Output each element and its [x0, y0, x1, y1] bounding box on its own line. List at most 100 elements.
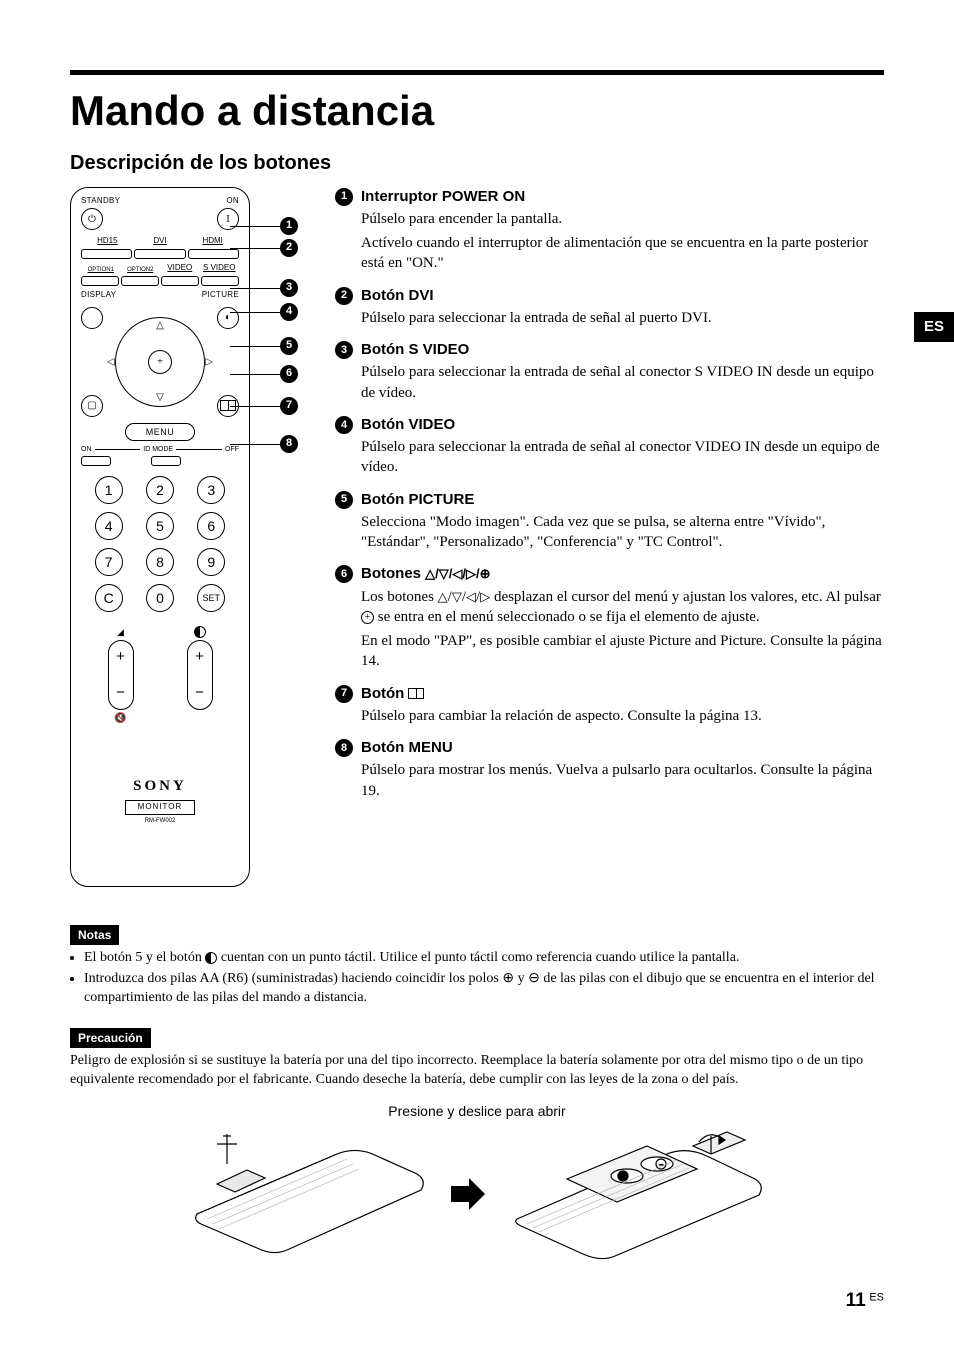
- description-item: 1Interruptor POWER ONPúlselo para encend…: [335, 187, 884, 278]
- hd15-label: HD15: [81, 236, 134, 247]
- notes-tag: Notas: [70, 925, 119, 945]
- description-number: 7: [335, 685, 353, 703]
- description-number: 1: [335, 188, 353, 206]
- description-number: 3: [335, 341, 353, 359]
- description-title: Botón VIDEO: [361, 415, 884, 435]
- description-item: 2 Botón DVIPúlselo para seleccionar la en…: [335, 286, 884, 333]
- description-number: 6: [335, 565, 353, 583]
- svideo-label: S VIDEO: [200, 263, 240, 274]
- enter-icon: +: [361, 611, 374, 624]
- right-arrow-icon: ▷: [205, 355, 213, 369]
- callout-leader: [230, 374, 280, 375]
- description-text: En el modo "PAP", es posible cambiar el …: [361, 631, 884, 672]
- vol-icon: ◢: [117, 626, 124, 638]
- up-arrow-icon: △: [156, 319, 164, 333]
- num-8: 8: [146, 548, 174, 576]
- num-set: SET: [197, 584, 225, 612]
- callout-leader: [230, 226, 280, 227]
- num-7: 7: [95, 548, 123, 576]
- description-item: 6Botones △/▽/◁/▷/⊕Los botones △/▽/◁/▷ de…: [335, 564, 884, 675]
- video-label: VIDEO: [160, 263, 200, 274]
- arrow-right-icon: [447, 1174, 487, 1214]
- description-body: Botón PICTURESelecciona "Modo imagen". C…: [361, 490, 884, 557]
- description-number: 2: [335, 287, 353, 305]
- callout-leader: [230, 346, 280, 347]
- description-number: 8: [335, 739, 353, 757]
- idmode-on-label: ON: [81, 445, 92, 454]
- idmode-row: ON ID MODE OFF: [81, 445, 239, 454]
- idmode-label: ID MODE: [143, 445, 173, 454]
- callout-leader: [230, 288, 280, 289]
- rocker-row: ◢ +− 🔇 +−: [81, 626, 239, 726]
- language-tab: ES: [914, 312, 954, 342]
- description-title: Botón PICTURE: [361, 490, 884, 510]
- callout-bubble: 5: [280, 337, 298, 355]
- contrast-icon: [194, 626, 206, 638]
- dpad: △ ▽ ◁ ▷ ◐ ▢: [81, 307, 239, 417]
- note-item: El botón 5 y el botón cuentan con un pun…: [84, 949, 884, 968]
- svg-text:−: −: [659, 1162, 663, 1169]
- enter-button: [148, 350, 172, 374]
- callout-bubble: 7: [280, 397, 298, 415]
- description-body: Botón MENUPúlselo para mostrar los menús…: [361, 738, 884, 805]
- callout-bubble: 1: [280, 217, 298, 235]
- option2-label: OPTION2: [121, 266, 161, 274]
- hdmi-label: HDMI: [186, 236, 239, 247]
- main-row: STANDBY ON ⏻ I HD15 DVI HDMI OPTION1 OPT…: [70, 187, 884, 907]
- section-rule: [70, 70, 884, 75]
- standby-button: ⏻: [81, 208, 103, 230]
- callout-bubble: 6: [280, 365, 298, 383]
- standby-label: STANDBY: [81, 196, 120, 207]
- description-item: 4Botón VIDEOPúlselo para seleccionar la …: [335, 415, 884, 482]
- num-5: 5: [146, 512, 174, 540]
- picture-button: ◐: [217, 307, 239, 329]
- caution-tag: Precaución: [70, 1028, 151, 1048]
- note-text: cuentan con un punto táctil. Utilice el …: [221, 950, 740, 965]
- notes-list: El botón 5 y el botón cuentan con un pun…: [70, 949, 884, 1008]
- page-lang-suffix: ES: [869, 1292, 884, 1304]
- description-item: 3 Botón S VIDEOPúlselo para seleccionar l…: [335, 340, 884, 407]
- page-title: Mando a distancia: [70, 83, 884, 140]
- remote-diagram: STANDBY ON ⏻ I HD15 DVI HDMI OPTION1 OPT…: [70, 187, 305, 907]
- down-arrow-icon: ▽: [156, 391, 164, 405]
- picture-label: PICTURE: [202, 290, 239, 301]
- description-item: 5 Botón PICTURESelecciona "Modo imagen". …: [335, 490, 884, 557]
- svg-text:+: +: [621, 1174, 625, 1181]
- input-buttons-row2: [81, 276, 239, 286]
- remote-column: STANDBY ON ⏻ I HD15 DVI HDMI OPTION1 OPT…: [70, 187, 305, 907]
- description-text: Púlselo para seleccionar la entrada de s…: [361, 437, 884, 478]
- menu-button: MENU: [125, 423, 195, 441]
- description-body: Botón S VIDEOPúlselo para seleccionar la…: [361, 340, 884, 407]
- descriptions-column: 1Interruptor POWER ONPúlselo para encend…: [335, 187, 884, 813]
- callout-bubble: 2: [280, 239, 298, 257]
- callout-leader: [230, 444, 280, 445]
- page-number-value: 11: [846, 1290, 866, 1311]
- description-title: Botón DVI: [361, 286, 884, 306]
- monitor-box: MONITOR: [125, 800, 195, 815]
- remote-closed-illustration: [177, 1124, 437, 1264]
- description-body: Botón DVIPúlselo para seleccionar la ent…: [361, 286, 884, 333]
- description-body: Botón Púlselo para cambiar la relación d…: [361, 684, 884, 731]
- power-on-button: I: [217, 208, 239, 230]
- on-label: ON: [226, 196, 239, 207]
- remote-open-illustration: + −: [497, 1124, 777, 1264]
- battery-caption: Presione y deslice para abrir: [70, 1102, 884, 1121]
- num-6: 6: [197, 512, 225, 540]
- model-label: RM-FW002: [81, 817, 239, 825]
- dvi-label: DVI: [134, 236, 187, 247]
- num-2: 2: [146, 476, 174, 504]
- description-title: Interruptor POWER ON: [361, 187, 884, 207]
- contrast-icon: [205, 952, 217, 964]
- note-text: Introduzca dos pilas AA (R6) (suministra…: [84, 971, 543, 986]
- left-arrow-icon: ◁: [107, 355, 115, 369]
- note-item: Introduzca dos pilas AA (R6) (suministra…: [84, 970, 884, 1008]
- note-text: El botón 5 y el botón: [84, 950, 205, 965]
- num-0: 0: [146, 584, 174, 612]
- num-4: 4: [95, 512, 123, 540]
- volume-rocker: +−: [108, 640, 134, 710]
- remote-body: STANDBY ON ⏻ I HD15 DVI HDMI OPTION1 OPT…: [70, 187, 250, 887]
- description-number: 5: [335, 491, 353, 509]
- description-text: Actívelo cuando el interruptor de alimen…: [361, 233, 884, 274]
- idmode-buttons: [81, 456, 239, 466]
- num-3: 3: [197, 476, 225, 504]
